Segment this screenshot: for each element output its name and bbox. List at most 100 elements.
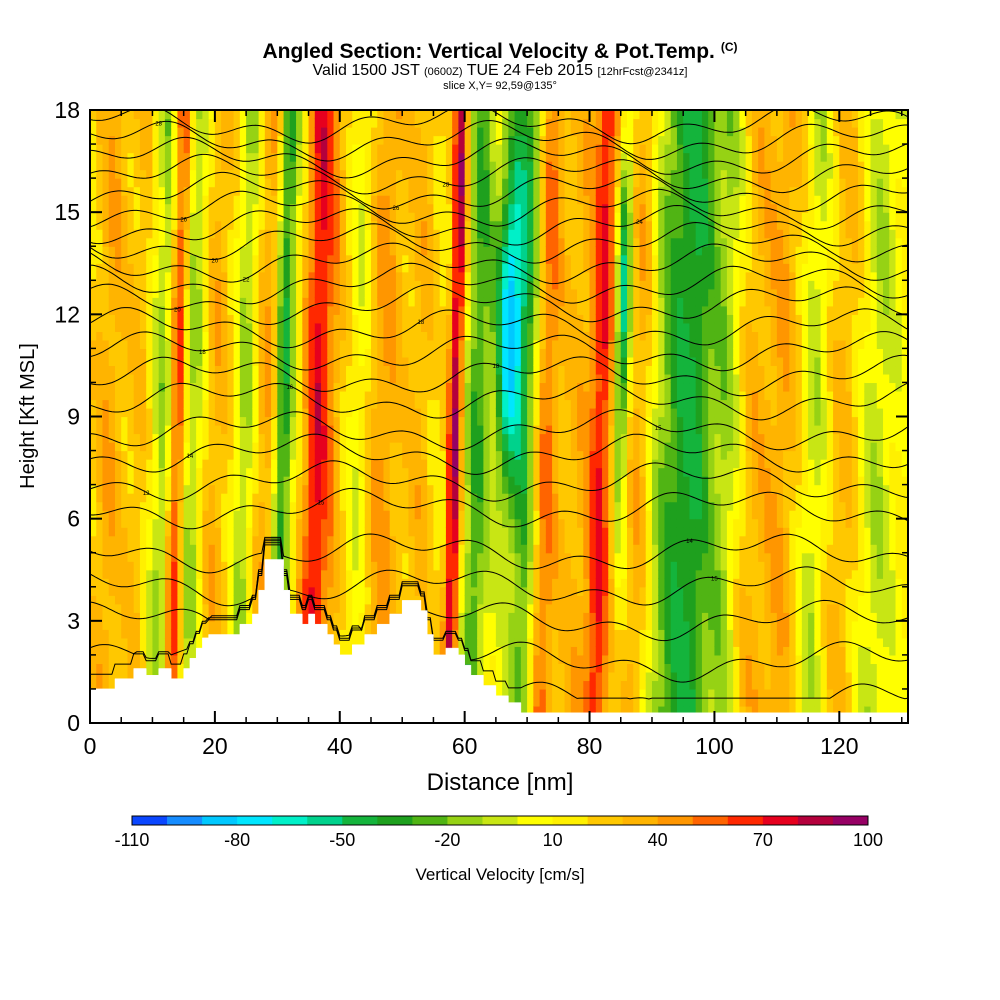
velocity-cell [358,220,366,230]
velocity-cell [139,450,147,460]
velocity-cell [121,569,129,579]
velocity-cell [495,305,503,315]
velocity-cell [271,484,278,494]
velocity-cell [177,288,185,298]
velocity-cell [464,331,472,341]
velocity-cell [221,314,228,324]
velocity-cell [246,510,253,520]
velocity-cell [146,195,154,205]
velocity-cell [489,603,497,613]
velocity-cell [289,433,297,443]
velocity-cell [445,510,453,520]
velocity-cell [383,459,391,469]
velocity-cell [189,246,197,256]
velocity-cell [208,339,216,349]
velocity-cell [183,569,191,579]
velocity-cell [395,407,403,418]
velocity-cell [102,433,110,443]
velocity-cell [352,459,360,469]
velocity-cell [189,450,197,460]
velocity-cell [202,322,210,332]
velocity-cell [464,356,472,367]
velocity-cell [433,237,441,247]
velocity-cell [164,212,172,222]
velocity-cell [339,263,347,273]
velocity-cell [108,288,116,298]
velocity-cell [221,493,228,503]
velocity-cell [233,569,241,579]
velocity-cell [445,620,453,630]
velocity-cell [90,450,97,460]
velocity-cell [389,390,397,401]
velocity-cell [502,561,509,571]
velocity-cell [227,518,235,528]
velocity-cell [196,297,203,307]
velocity-cell [346,467,353,477]
velocity-cell [271,152,278,162]
velocity-cell [258,450,266,460]
velocity-cell [433,263,441,273]
velocity-cell [370,356,378,367]
velocity-cell [352,305,360,315]
velocity-cell [439,127,447,137]
velocity-cell [339,254,347,264]
velocity-cell [96,561,104,571]
velocity-cell [464,382,472,392]
velocity-cell [433,161,441,171]
velocity-cell [339,271,347,281]
velocity-cell [302,118,310,128]
velocity-cell [489,433,497,443]
velocity-cell [158,280,166,290]
velocity-cell [470,450,478,460]
velocity-cell [495,263,503,273]
velocity-cell [508,629,516,639]
velocity-cell [239,127,247,137]
velocity-cell [96,169,104,179]
velocity-cell [470,612,478,622]
velocity-cell [508,178,516,188]
velocity-cell [227,467,235,477]
velocity-cell [502,322,509,332]
velocity-cell [208,442,216,452]
velocity-cell [402,263,410,273]
velocity-cell [221,331,228,341]
velocity-cell [252,450,260,460]
velocity-cell [233,331,241,341]
velocity-cell [483,297,491,307]
velocity-cell [127,178,135,188]
velocity-cell [402,186,410,196]
velocity-cell [514,271,522,281]
velocity-cell [370,203,378,213]
velocity-cell [333,152,341,162]
velocity-cell [239,110,247,120]
velocity-cell [364,510,372,520]
velocity-cell [90,637,97,647]
velocity-cell [208,127,216,137]
velocity-cell [183,646,191,656]
velocity-cell [402,459,410,469]
velocity-cell [445,416,453,426]
velocity-cell [395,195,403,205]
velocity-cell [346,288,353,298]
velocity-cell [252,254,260,264]
velocity-cell [296,561,303,571]
velocity-cell [377,237,385,247]
velocity-cell [427,373,435,384]
velocity-cell [146,246,154,256]
velocity-cell [445,382,453,392]
velocity-cell [90,229,97,239]
velocity-cell [321,484,328,494]
velocity-cell [239,118,247,128]
velocity-cell [208,195,216,205]
velocity-cell [489,442,497,452]
velocity-cell [427,263,435,273]
velocity-cell [283,195,291,205]
velocity-cell [183,373,191,384]
velocity-cell [445,407,453,418]
velocity-cell [302,578,310,588]
velocity-cell [364,229,372,239]
velocity-cell [233,169,241,179]
velocity-cell [489,663,497,673]
velocity-cell [308,356,316,367]
velocity-cell [189,518,197,528]
